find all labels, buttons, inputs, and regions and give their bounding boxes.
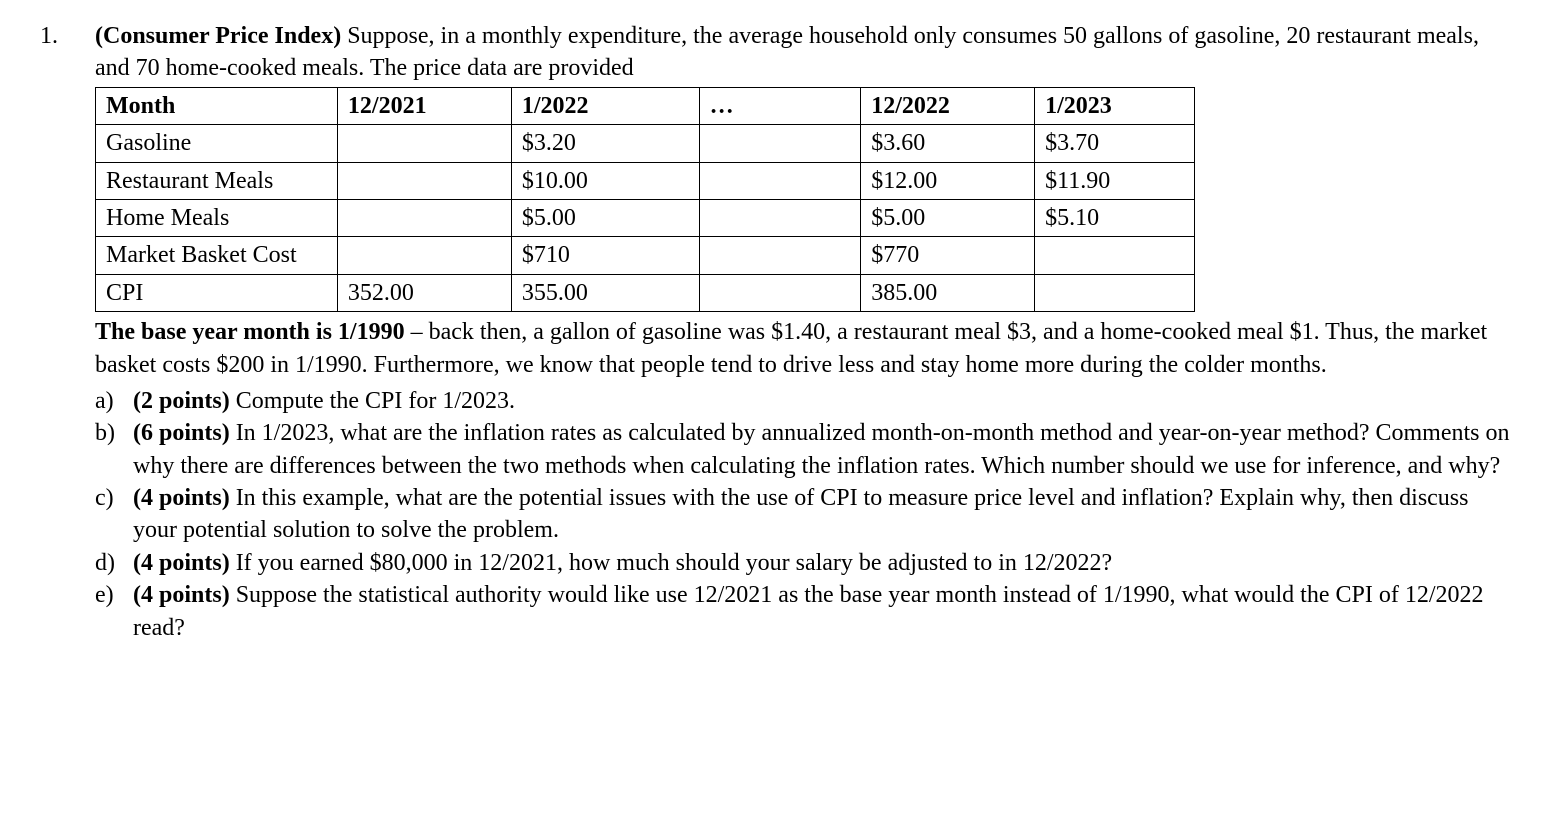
points-label: (2 points) (133, 388, 230, 414)
sub-question-text: In 1/2023, what are the inflation rates … (133, 420, 1509, 478)
table-row: CPI 352.00 355.00 385.00 (96, 274, 1195, 311)
row-label: Restaurant Meals (96, 162, 338, 199)
cell (699, 162, 861, 199)
question-number: 1. (40, 20, 95, 52)
cell (337, 199, 511, 236)
table-row: Market Basket Cost $710 $770 (96, 237, 1195, 274)
sub-letter: b) (95, 417, 133, 449)
row-label: CPI (96, 274, 338, 311)
sub-text: (4 points) In this example, what are the… (133, 482, 1518, 547)
sub-text: (2 points) Compute the CPI for 1/2023. (133, 385, 1518, 417)
cell (337, 237, 511, 274)
cell: $770 (861, 237, 1035, 274)
cell (1035, 237, 1195, 274)
question-1: 1. (Consumer Price Index) Suppose, in a … (40, 20, 1518, 644)
cell (699, 274, 861, 311)
sub-text: (6 points) In 1/2023, what are the infla… (133, 417, 1518, 482)
header-cell: 1/2023 (1035, 87, 1195, 124)
sub-text: (4 points) If you earned $80,000 in 12/2… (133, 547, 1518, 579)
sub-question-text: If you earned $80,000 in 12/2021, how mu… (230, 550, 1113, 576)
cell: 352.00 (337, 274, 511, 311)
sub-item-c: c) (4 points) In this example, what are … (95, 482, 1518, 547)
row-label: Home Meals (96, 199, 338, 236)
sub-question-text: Compute the CPI for 1/2023. (230, 388, 515, 414)
base-year-note: The base year month is 1/1990 – back the… (95, 316, 1518, 381)
row-label: Market Basket Cost (96, 237, 338, 274)
cell (699, 199, 861, 236)
header-cell: 1/2022 (511, 87, 699, 124)
header-cell: Month (96, 87, 338, 124)
table-row: Restaurant Meals $10.00 $12.00 $11.90 (96, 162, 1195, 199)
sub-question-text: Suppose the statistical authority would … (133, 582, 1484, 640)
cell: $3.60 (861, 125, 1035, 162)
sub-item-d: d) (4 points) If you earned $80,000 in 1… (95, 547, 1518, 579)
cell: 355.00 (511, 274, 699, 311)
cell (1035, 274, 1195, 311)
cell: 385.00 (861, 274, 1035, 311)
cell: $5.00 (861, 199, 1035, 236)
cell (699, 125, 861, 162)
sub-questions: a) (2 points) Compute the CPI for 1/2023… (95, 385, 1518, 644)
cell: $10.00 (511, 162, 699, 199)
sub-letter: e) (95, 579, 133, 611)
cell (699, 237, 861, 274)
header-cell: 12/2021 (337, 87, 511, 124)
table-header-row: Month 12/2021 1/2022 … 12/2022 1/2023 (96, 87, 1195, 124)
sub-letter: d) (95, 547, 133, 579)
sub-letter: a) (95, 385, 133, 417)
table-row: Home Meals $5.00 $5.00 $5.10 (96, 199, 1195, 236)
sub-text: (4 points) Suppose the statistical autho… (133, 579, 1518, 644)
sub-item-e: e) (4 points) Suppose the statistical au… (95, 579, 1518, 644)
question-body: (Consumer Price Index) Suppose, in a mon… (95, 20, 1518, 644)
cell: $5.10 (1035, 199, 1195, 236)
cell: $5.00 (511, 199, 699, 236)
row-label: Gasoline (96, 125, 338, 162)
intro-title: (Consumer Price Index) (95, 23, 341, 49)
cell: $11.90 (1035, 162, 1195, 199)
sub-item-a: a) (2 points) Compute the CPI for 1/2023… (95, 385, 1518, 417)
sub-letter: c) (95, 482, 133, 514)
points-label: (4 points) (133, 550, 230, 576)
points-label: (4 points) (133, 485, 230, 511)
points-label: (4 points) (133, 582, 230, 608)
cell: $3.20 (511, 125, 699, 162)
base-year-bold: The base year month is 1/1990 (95, 319, 405, 345)
sub-question-text: In this example, what are the potential … (133, 485, 1469, 543)
question-intro: (Consumer Price Index) Suppose, in a mon… (95, 20, 1518, 85)
table-row: Gasoline $3.20 $3.60 $3.70 (96, 125, 1195, 162)
cell (337, 162, 511, 199)
cell: $12.00 (861, 162, 1035, 199)
cell: $710 (511, 237, 699, 274)
header-cell: 12/2022 (861, 87, 1035, 124)
price-data-table: Month 12/2021 1/2022 … 12/2022 1/2023 Ga… (95, 87, 1195, 312)
cell (337, 125, 511, 162)
cell: $3.70 (1035, 125, 1195, 162)
sub-item-b: b) (6 points) In 1/2023, what are the in… (95, 417, 1518, 482)
points-label: (6 points) (133, 420, 230, 446)
header-cell: … (699, 87, 861, 124)
